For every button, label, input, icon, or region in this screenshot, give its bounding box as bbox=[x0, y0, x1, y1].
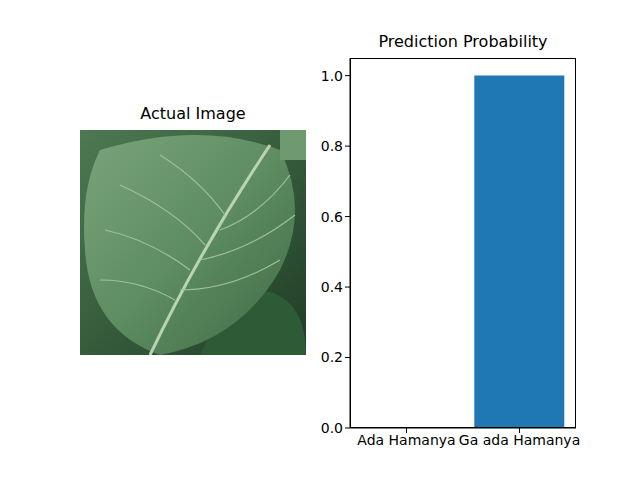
html-text:Prediction Probability: Prediction Probability bbox=[378, 32, 548, 51]
svg-text:Ada Hamanya: Ada Hamanya bbox=[357, 432, 455, 448]
svg-text:1.0: 1.0 bbox=[321, 68, 343, 84]
svg-text:0.4: 0.4 bbox=[321, 279, 343, 295]
svg-text:Ga ada Hamanya: Ga ada Hamanya bbox=[459, 432, 580, 448]
svg-text:0.2: 0.2 bbox=[321, 349, 343, 365]
svg-text:0.6: 0.6 bbox=[321, 209, 343, 225]
svg-text:0.0: 0.0 bbox=[321, 420, 343, 436]
html-text:Actual Image: Actual Image bbox=[140, 104, 246, 123]
svg-text:0.8: 0.8 bbox=[321, 138, 343, 154]
